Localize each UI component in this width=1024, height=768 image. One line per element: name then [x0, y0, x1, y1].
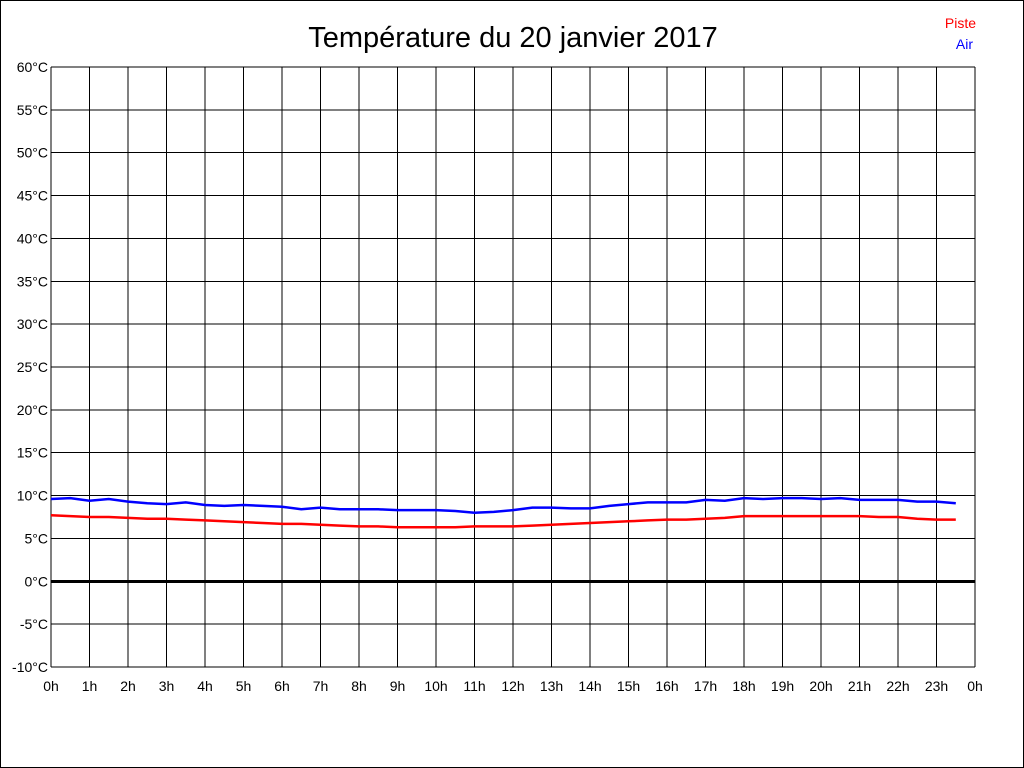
x-tick-label: 23h	[925, 678, 948, 694]
y-tick-label: 0°C	[25, 573, 49, 589]
x-tick-label: 14h	[578, 678, 601, 694]
y-tick-label: 20°C	[17, 402, 48, 418]
x-tick-label: 6h	[274, 678, 290, 694]
series-line-air	[50, 496, 956, 514]
series-line-piste	[50, 514, 956, 529]
y-tick-label: 10°C	[17, 488, 48, 504]
x-tick-label: 17h	[694, 678, 717, 694]
x-tick-label: 0h	[967, 678, 983, 694]
x-tick-label: 13h	[540, 678, 563, 694]
chart-title: Température du 20 janvier 2017	[308, 22, 717, 54]
x-tick-label: 10h	[424, 678, 447, 694]
y-tick-label: 25°C	[17, 359, 48, 375]
y-tick-label: 15°C	[17, 445, 48, 461]
y-tick-label: 30°C	[17, 316, 48, 332]
x-tick-label: 2h	[120, 678, 136, 694]
x-tick-label: 16h	[655, 678, 678, 694]
x-tick-label: 22h	[886, 678, 909, 694]
y-tick-label: 60°C	[17, 59, 48, 75]
x-tick-label: 4h	[197, 678, 213, 694]
x-tick-label: 15h	[617, 678, 640, 694]
x-tick-label: 11h	[463, 678, 485, 694]
y-tick-label: -10°C	[12, 659, 48, 675]
y-tick-label: 40°C	[17, 230, 48, 246]
x-tick-label: 21h	[848, 678, 871, 694]
x-tick-label: 9h	[390, 678, 406, 694]
x-tick-label: 12h	[501, 678, 524, 694]
x-tick-label: 5h	[236, 678, 252, 694]
legend-piste: Piste	[945, 15, 976, 31]
y-tick-label: 45°C	[17, 188, 48, 204]
x-tick-label: 7h	[313, 678, 329, 694]
y-tick-label: 50°C	[17, 145, 48, 161]
x-tick-label: 19h	[771, 678, 794, 694]
x-tick-label: 0h	[43, 678, 59, 694]
y-tick-label: 35°C	[17, 273, 48, 289]
legend-air: Air	[956, 36, 973, 52]
y-tick-label: 55°C	[17, 102, 48, 118]
x-tick-label: 3h	[159, 678, 175, 694]
x-tick-label: 18h	[732, 678, 755, 694]
x-tick-label: 8h	[351, 678, 367, 694]
x-tick-label: 1h	[82, 678, 98, 694]
x-tick-label: 20h	[809, 678, 832, 694]
y-tick-label: 5°C	[25, 530, 49, 546]
y-tick-label: -5°C	[20, 616, 48, 632]
